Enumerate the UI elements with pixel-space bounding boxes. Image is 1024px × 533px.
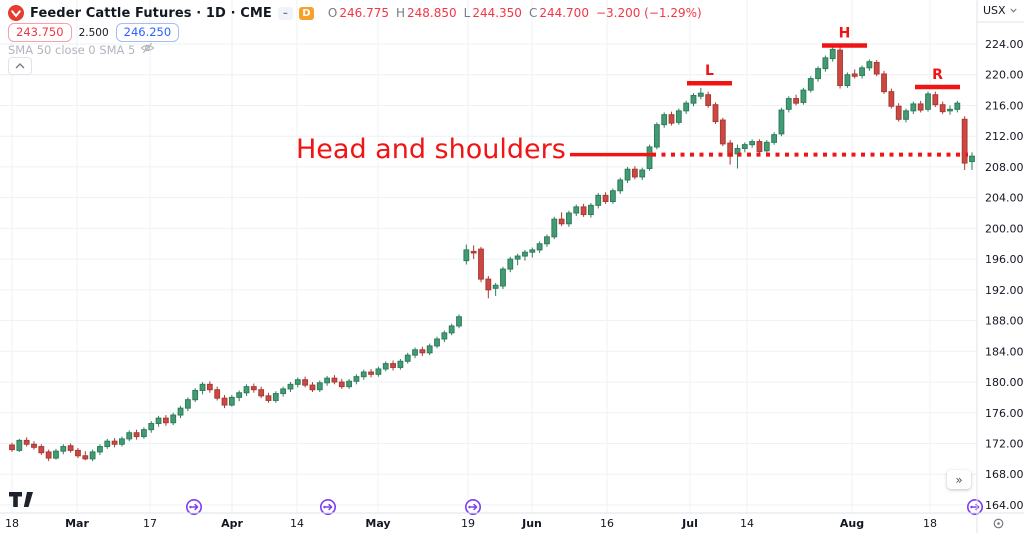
- bid-ask-row: 243.750 2.500 246.250: [8, 23, 180, 42]
- shoulder-label-R: R: [932, 67, 943, 83]
- indicator-legend-row: SMA 50 close 0 SMA 5: [8, 42, 155, 57]
- low-label: L: [463, 6, 471, 20]
- svg-text:180.000: 180.000: [985, 376, 1024, 389]
- more-button[interactable]: »: [947, 470, 971, 489]
- axis-settings-button[interactable]: [992, 515, 1005, 533]
- svg-text:16: 16: [600, 517, 614, 530]
- ohlc-values: O 246.775 H 248.850 L 244.350 C 244.700 −3.2…: [328, 6, 702, 20]
- indicator-label[interactable]: SMA 50 close 0 SMA 5: [8, 42, 136, 57]
- svg-text:Aug: Aug: [840, 517, 864, 530]
- legend-minimize-button[interactable]: –: [277, 6, 293, 20]
- svg-text:164.000: 164.000: [985, 499, 1024, 512]
- currency-label: USX: [983, 4, 1006, 17]
- svg-text:208.000: 208.000: [985, 161, 1024, 174]
- svg-text:204.000: 204.000: [985, 192, 1024, 205]
- svg-text:Jun: Jun: [521, 517, 542, 530]
- svg-text:Apr: Apr: [221, 517, 243, 530]
- svg-text:18: 18: [923, 517, 937, 530]
- rollover-markers[interactable]: [186, 498, 983, 515]
- svg-text:Jul: Jul: [681, 517, 698, 530]
- close-label: C: [528, 6, 538, 20]
- chevron-up-icon: [15, 63, 25, 69]
- price-axis-labels[interactable]: 224.000 220.000 216.000 212.000 208.000 204.0…: [985, 38, 1024, 512]
- symbol-legend-row: Feeder Cattle Futures · 1D · CME – D O 24…: [8, 4, 702, 22]
- low-value: 244.350: [472, 6, 522, 20]
- close-value: 244.700: [539, 6, 589, 20]
- svg-text:220.000: 220.000: [985, 69, 1024, 82]
- svg-text:200.000: 200.000: [985, 222, 1024, 235]
- tradingview-logo[interactable]: [9, 492, 35, 511]
- svg-text:172.000: 172.000: [985, 437, 1024, 450]
- svg-text:Mar: Mar: [65, 517, 89, 530]
- symbol-title[interactable]: Feeder Cattle Futures · 1D · CME: [30, 5, 272, 21]
- change-value: −3.200 (−1.29%): [595, 6, 702, 20]
- svg-text:196.000: 196.000: [985, 253, 1024, 266]
- svg-text:18: 18: [5, 517, 19, 530]
- svg-text:May: May: [365, 517, 390, 530]
- high-label: H: [395, 6, 405, 20]
- time-axis-labels[interactable]: 18 Mar 17 Apr 14 May 19 Jun 16 Jul 14 Aug 18: [5, 517, 937, 530]
- svg-text:168.000: 168.000: [985, 468, 1024, 481]
- candlestick-series[interactable]: [9, 46, 975, 462]
- sell-bid-button[interactable]: 243.750: [8, 23, 72, 42]
- svg-text:19: 19: [461, 517, 475, 530]
- shoulder-label-H: H: [839, 26, 851, 42]
- interval-badge[interactable]: D: [298, 6, 314, 20]
- legend-collapse-button[interactable]: [8, 57, 32, 75]
- svg-text:14: 14: [740, 517, 754, 530]
- svg-text:184.000: 184.000: [985, 345, 1024, 358]
- svg-text:216.000: 216.000: [985, 99, 1024, 112]
- svg-text:192.000: 192.000: [985, 284, 1024, 297]
- svg-text:17: 17: [143, 517, 157, 530]
- high-value: 248.850: [407, 6, 457, 20]
- gear-icon: [993, 518, 1004, 529]
- buy-ask-button[interactable]: 246.250: [115, 23, 180, 42]
- svg-text:188.000: 188.000: [985, 315, 1024, 328]
- svg-text:176.000: 176.000: [985, 407, 1024, 420]
- grid: [0, 0, 977, 513]
- spread-value: 2.500: [78, 26, 109, 39]
- eye-hidden-icon[interactable]: [140, 42, 155, 57]
- currency-selector[interactable]: USX: [983, 4, 1017, 17]
- shoulder-label-L: L: [705, 63, 714, 79]
- svg-text:212.000: 212.000: [985, 130, 1024, 143]
- open-value: 246.775: [339, 6, 389, 20]
- svg-text:14: 14: [290, 517, 304, 530]
- open-label: O: [327, 6, 338, 20]
- chevron-down-icon: [1009, 8, 1017, 13]
- head-shoulders-drawing[interactable]: L H R: [570, 26, 968, 157]
- symbol-logo: [8, 5, 24, 21]
- svg-text:224.000: 224.000: [985, 38, 1024, 51]
- head-and-shoulders-label[interactable]: Head and shoulders: [296, 134, 566, 165]
